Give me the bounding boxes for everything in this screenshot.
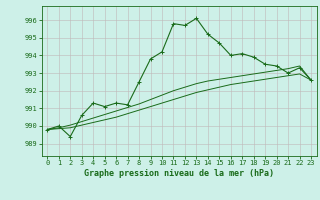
X-axis label: Graphe pression niveau de la mer (hPa): Graphe pression niveau de la mer (hPa) — [84, 169, 274, 178]
